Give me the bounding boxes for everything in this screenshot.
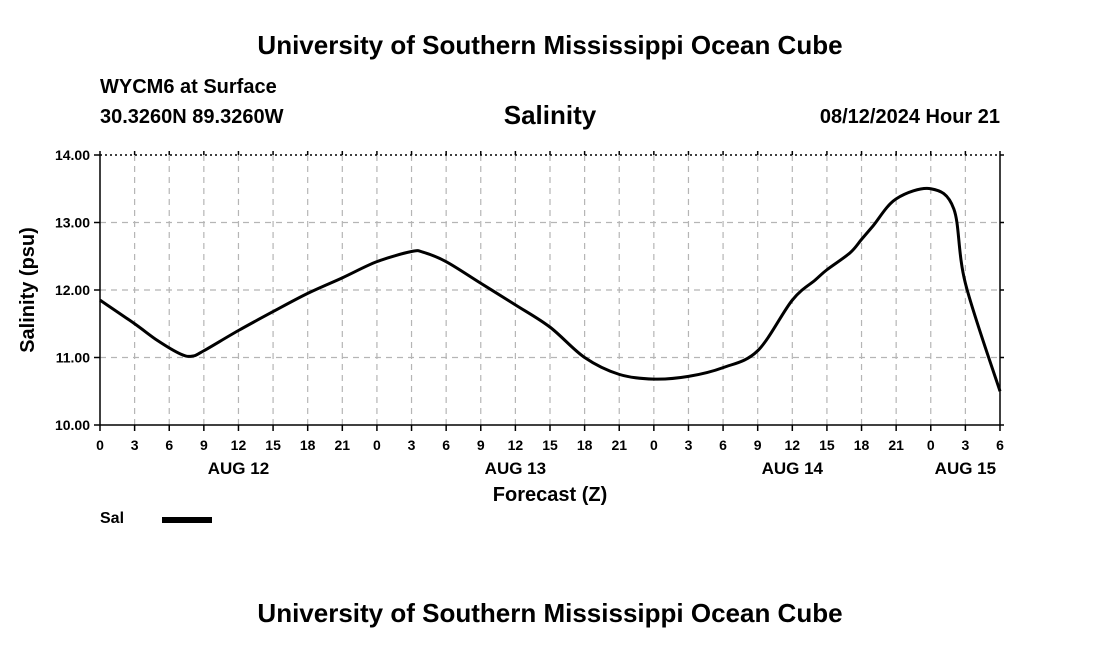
x-tick-label: 6 <box>165 437 173 453</box>
x-tick-label: 21 <box>611 437 627 453</box>
forecast-date: 08/12/2024 Hour 21 <box>819 106 1000 128</box>
title-top: University of Southern Mississippi Ocean… <box>257 30 843 60</box>
x-tick-label: 0 <box>927 437 935 453</box>
date-label: AUG 13 <box>485 459 546 478</box>
chart-title: Salinity <box>503 100 597 130</box>
x-tick-label: 3 <box>408 437 416 453</box>
x-tick-label: 0 <box>650 437 658 453</box>
x-tick-label: 12 <box>508 437 524 453</box>
coordinates-label: 30.3260N 89.3260W <box>100 106 284 128</box>
x-tick-label: 6 <box>442 437 450 453</box>
x-tick-label: 15 <box>819 437 835 453</box>
x-axis-label: Forecast (Z) <box>493 484 607 506</box>
axes <box>94 151 1004 431</box>
legend-swatch <box>162 517 212 523</box>
x-tick-label: 18 <box>577 437 593 453</box>
x-tick-label: 3 <box>131 437 139 453</box>
x-tick-label: 3 <box>685 437 693 453</box>
y-tick-label: 12.00 <box>55 282 90 298</box>
x-tick-label: 9 <box>200 437 208 453</box>
y-tick-label: 10.00 <box>55 417 90 433</box>
x-tick-label: 21 <box>335 437 351 453</box>
x-tick-label: 15 <box>542 437 558 453</box>
grid <box>100 155 1000 425</box>
x-tick-label: 6 <box>996 437 1004 453</box>
date-label: AUG 15 <box>935 459 996 478</box>
x-tick-label: 21 <box>888 437 904 453</box>
x-tick-label: 12 <box>785 437 801 453</box>
series-layer <box>99 186 1002 392</box>
x-tick-label: 12 <box>231 437 247 453</box>
x-tick-label: 9 <box>477 437 485 453</box>
title-bottom: University of Southern Mississippi Ocean… <box>257 598 843 628</box>
date-label: AUG 12 <box>208 459 269 478</box>
x-tick-label: 9 <box>754 437 762 453</box>
series-line-sal <box>99 186 1002 392</box>
y-tick-label: 11.00 <box>56 350 90 366</box>
x-tick-label: 0 <box>96 437 104 453</box>
station-label: WYCM6 at Surface <box>100 76 277 98</box>
x-tick-label: 0 <box>373 437 381 453</box>
date-label: AUG 14 <box>762 459 824 478</box>
x-tick-label: 18 <box>300 437 316 453</box>
axis-labels: 0 3 6 9 12 15 18 21 0 3 6 9 12 15 18 21 0 3 6 9 12 15 18 21 0 3 6 1… <box>17 147 1004 506</box>
x-tick-label: 18 <box>854 437 870 453</box>
y-tick-label: 13.00 <box>55 215 90 231</box>
x-tick-label: 3 <box>961 437 969 453</box>
x-tick-label: 15 <box>265 437 281 453</box>
legend-label: Sal <box>100 510 125 527</box>
y-tick-label: 14.00 <box>55 147 90 163</box>
x-tick-label: 6 <box>719 437 727 453</box>
y-axis-label: Salinity (psu) <box>17 227 39 353</box>
